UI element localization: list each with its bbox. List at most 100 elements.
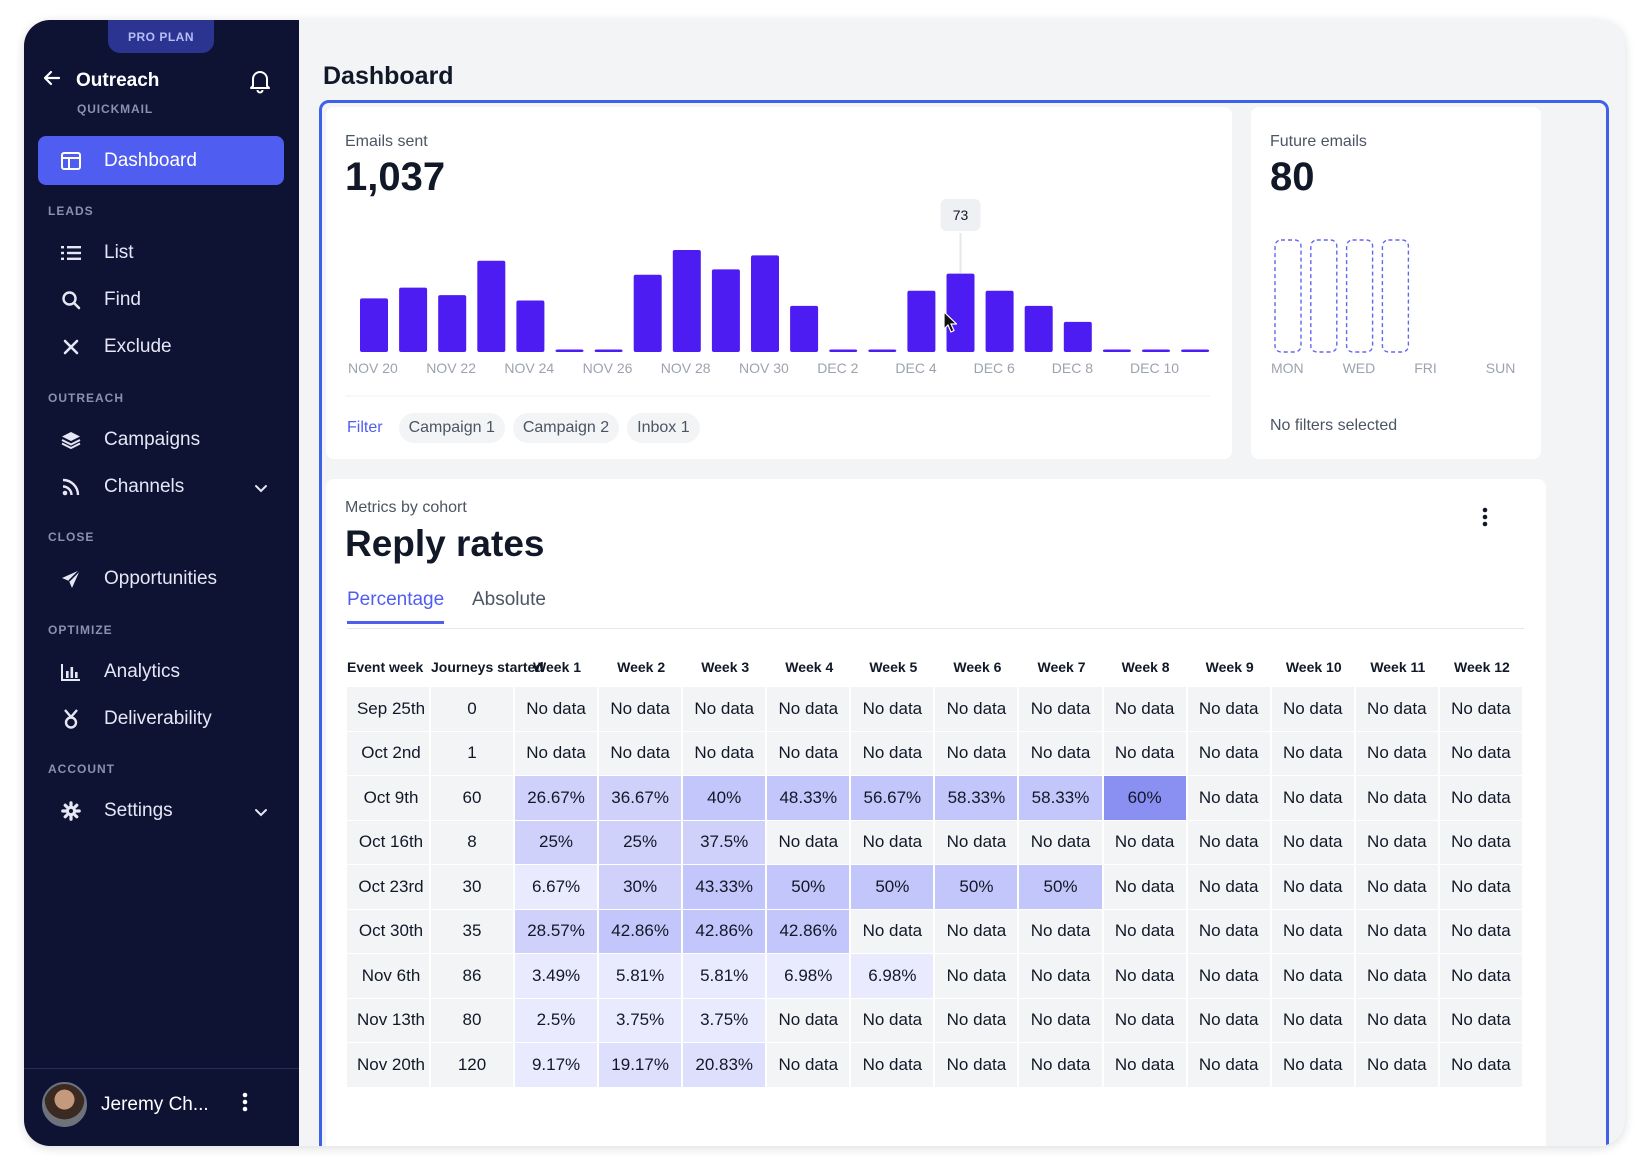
- x-tick-dec-2: DEC 2: [817, 360, 859, 376]
- bar-dec-10[interactable]: [1142, 349, 1170, 353]
- no-data-cell: No data: [515, 687, 600, 732]
- sidebar-item-label: Settings: [104, 799, 173, 821]
- rate-cell: 42.86%: [599, 909, 684, 954]
- future-emails-label: Future emails: [1270, 133, 1367, 150]
- bar-dec-1[interactable]: [790, 305, 819, 352]
- user-profile[interactable]: Jeremy Ch...: [42, 1082, 209, 1127]
- bar-dec-11[interactable]: [1181, 349, 1210, 353]
- no-data-cell: No data: [1103, 1043, 1188, 1088]
- emails-sent-chart[interactable]: 73: [326, 107, 1232, 397]
- bar-nov-21[interactable]: [399, 287, 428, 352]
- bar-dec-7[interactable]: [1024, 305, 1053, 352]
- no-data-cell: No data: [683, 731, 768, 776]
- section-close: CLOSE: [48, 530, 95, 544]
- rss-icon: [38, 478, 104, 496]
- sidebar-item-label: Dashboard: [104, 149, 197, 171]
- x-tick-nov-30: NOV 30: [739, 360, 789, 376]
- filter-button[interactable]: Filter: [347, 419, 383, 436]
- bar-dec-5[interactable]: [946, 273, 975, 352]
- sidebar-item-exclude[interactable]: Exclude: [38, 322, 284, 371]
- bar-dec-4[interactable]: [907, 290, 936, 352]
- table-row: Oct 9th 60 26.67% 36.67% 40% 48.33% 56.67% 58.3…: [347, 776, 1524, 821]
- no-data-cell: No data: [1439, 865, 1524, 910]
- sidebar-item-find[interactable]: Find: [38, 275, 284, 324]
- bar-nov-29[interactable]: [711, 269, 740, 352]
- chevron-down-icon[interactable]: [254, 803, 268, 825]
- no-data-cell: No data: [851, 909, 936, 954]
- bar-nov-30[interactable]: [751, 255, 779, 352]
- bar-nov-26[interactable]: [594, 349, 623, 353]
- bar-tue[interactable]: [1310, 239, 1338, 353]
- sidebar-item-analytics[interactable]: Analytics: [38, 647, 284, 696]
- column-header-week-2: Week 2: [617, 659, 666, 675]
- rate-cell: 40%: [683, 776, 768, 821]
- bar-dec-9[interactable]: [1102, 349, 1131, 353]
- bar-nov-23[interactable]: [477, 260, 506, 352]
- chevron-down-icon[interactable]: [254, 479, 268, 501]
- sidebar-item-list[interactable]: List: [38, 228, 284, 277]
- no-data-cell: No data: [1103, 820, 1188, 865]
- bar-wed[interactable]: [1345, 239, 1374, 353]
- bar-nov-28[interactable]: [672, 250, 701, 352]
- no-data-cell: No data: [1439, 909, 1524, 954]
- no-data-cell: No data: [1019, 1043, 1104, 1088]
- more-vertical-icon[interactable]: [1482, 507, 1488, 532]
- page-title: Dashboard: [323, 62, 454, 90]
- bar-dec-8[interactable]: [1063, 321, 1092, 352]
- bar-thu[interactable]: [1381, 239, 1410, 353]
- tab-absolute[interactable]: Absolute: [472, 589, 546, 610]
- event-week-cell: Nov 6th: [347, 954, 431, 999]
- no-data-cell: No data: [515, 731, 600, 776]
- sidebar-item-channels[interactable]: Channels: [38, 462, 284, 511]
- reply-rates-title: Reply rates: [345, 523, 545, 564]
- org-switcher[interactable]: Outreach: [42, 68, 159, 93]
- column-header-journeys-started: Journeys started: [431, 659, 544, 675]
- no-data-cell: No data: [1271, 865, 1356, 910]
- sidebar-divider: [24, 1068, 299, 1069]
- rate-cell: 20.83%: [683, 1043, 768, 1088]
- bar-dec-2[interactable]: [829, 349, 858, 353]
- event-week-cell: Oct 30th: [347, 909, 431, 954]
- section-outreach: OUTREACH: [48, 391, 124, 405]
- tooltip-box: [940, 199, 981, 231]
- bell-icon[interactable]: [248, 68, 272, 99]
- bar-nov-27[interactable]: [633, 274, 662, 352]
- no-data-cell: No data: [599, 687, 684, 732]
- close-icon: [38, 339, 104, 355]
- table-row: Nov 6th 86 3.49% 5.81% 5.81% 6.98% 6.98% No dat…: [347, 954, 1524, 999]
- filter-chip-campaign-2[interactable]: Campaign 2: [512, 413, 620, 443]
- no-data-cell: No data: [1271, 1043, 1356, 1088]
- sidebar-item-dashboard[interactable]: Dashboard: [38, 136, 284, 185]
- filter-chip-campaign-1[interactable]: Campaign 1: [398, 413, 505, 443]
- no-data-cell: No data: [1103, 954, 1188, 999]
- sidebar-item-opportunities[interactable]: Opportunities: [38, 554, 284, 603]
- more-vertical-icon[interactable]: [242, 1092, 248, 1117]
- event-week-cell: Oct 9th: [347, 776, 431, 821]
- rate-cell: 28.57%: [515, 909, 600, 954]
- tab-percentage[interactable]: Percentage: [347, 589, 445, 624]
- sidebar-item-campaigns[interactable]: Campaigns: [38, 415, 284, 464]
- bar-dec-6[interactable]: [985, 290, 1014, 352]
- filter-chip-inbox-1[interactable]: Inbox 1: [627, 413, 700, 443]
- no-data-cell: No data: [1187, 909, 1272, 954]
- rate-cell: 36.67%: [599, 776, 684, 821]
- table-row: Oct 23rd 30 6.67% 30% 43.33% 50% 50% 50% 50% No d…: [347, 865, 1524, 910]
- no-data-cell: No data: [1439, 776, 1524, 821]
- sidebar-item-label: List: [104, 241, 134, 263]
- sidebar-item-deliverability[interactable]: Deliverability: [38, 694, 284, 743]
- bar-nov-20[interactable]: [360, 298, 388, 352]
- bar-mon[interactable]: [1274, 239, 1302, 353]
- bar-nov-25[interactable]: [555, 349, 584, 353]
- back-arrow-icon[interactable]: [42, 68, 62, 93]
- bar-dec-3[interactable]: [868, 349, 897, 353]
- paper-plane-icon: [38, 568, 104, 589]
- bar-nov-22[interactable]: [438, 295, 467, 352]
- avatar[interactable]: [42, 1082, 87, 1127]
- rate-cell: 3.75%: [599, 998, 684, 1043]
- no-data-cell: No data: [1103, 731, 1188, 776]
- future-emails-chart[interactable]: [1251, 107, 1541, 397]
- sidebar-item-settings[interactable]: Settings: [38, 786, 284, 835]
- sidebar-item-label: Deliverability: [104, 707, 212, 729]
- bar-nov-24[interactable]: [516, 300, 545, 352]
- no-data-cell: No data: [1271, 776, 1356, 821]
